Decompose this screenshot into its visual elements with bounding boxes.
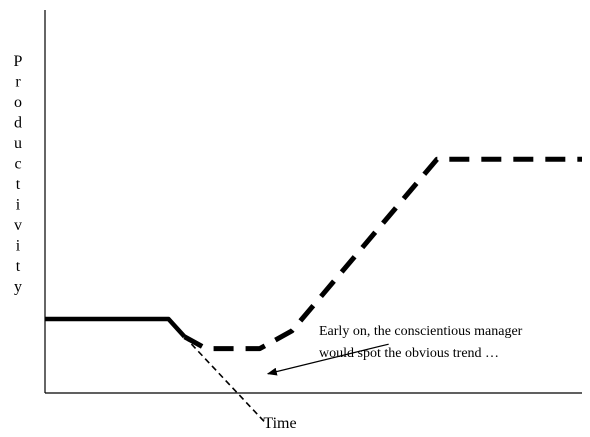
y-axis-label-char: c — [14, 156, 21, 173]
y-axis-label-char: i — [16, 238, 21, 255]
y-axis-label-char: r — [15, 74, 21, 91]
annotation-line-2: would spot the obvious trend … — [319, 346, 499, 361]
y-axis-label-char: d — [14, 115, 22, 132]
y-axis-label-char: P — [14, 53, 23, 70]
x-axis-label: Time — [263, 415, 296, 432]
series-line-solid — [45, 316, 187, 339]
y-axis-label-char: u — [14, 135, 22, 152]
y-axis-label-char: o — [14, 94, 22, 111]
y-axis-label-char: t — [16, 258, 21, 275]
series-group — [45, 156, 582, 424]
annotation-line-1: Early on, the conscientious manager — [319, 324, 523, 339]
y-axis-label-char: t — [16, 176, 21, 193]
y-axis-label-char: v — [14, 217, 22, 234]
annotation-arrow — [266, 343, 389, 376]
series-line-dashed — [183, 156, 582, 352]
y-axis-label-char: i — [16, 197, 21, 214]
y-axis-label-char: y — [14, 279, 22, 296]
annotation: Early on, the conscientious manager woul… — [266, 324, 523, 376]
